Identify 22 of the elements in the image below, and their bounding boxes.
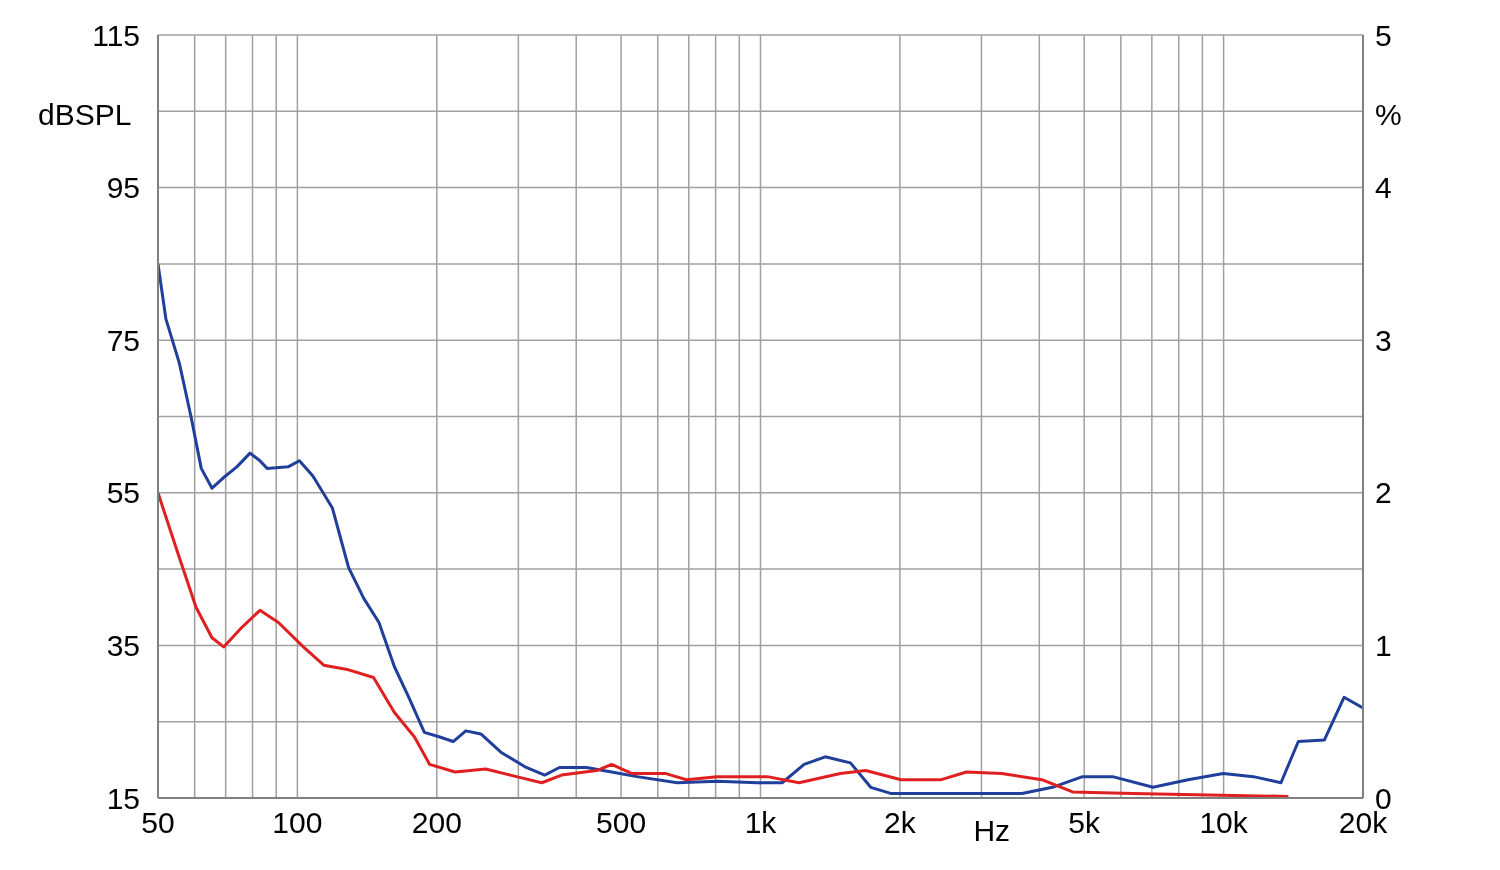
y-tick-label: 35 [106,629,140,663]
x-tick-label: 2k [884,806,917,840]
x-tick-label: 500 [596,806,647,840]
y-tick-label: 115 [92,18,140,52]
y2-tick-label: 1 [1375,629,1392,663]
y2-tick-label: 2 [1375,476,1392,510]
y2-axis-title: % [1375,98,1402,132]
x-tick-label: 50 [141,806,175,840]
y-tick-label: 15 [106,781,140,815]
y-axis-title: dBSPL [38,98,132,132]
x-tick-label: 200 [411,806,462,840]
y-tick-label: 75 [106,323,140,357]
y2-tick-label: 4 [1375,171,1392,205]
y2-tick-label: 5 [1375,18,1392,52]
y2-tick-label: 3 [1375,323,1392,357]
y-tick-label: 95 [106,171,140,205]
x-tick-label: 1k [744,806,778,840]
x-tick-label: 100 [272,806,323,840]
x-tick-label: 5k [1068,806,1102,840]
x-axis-title: Hz [973,814,1011,848]
y-tick-label: 55 [106,476,140,510]
x-tick-label: 10k [1199,806,1249,840]
